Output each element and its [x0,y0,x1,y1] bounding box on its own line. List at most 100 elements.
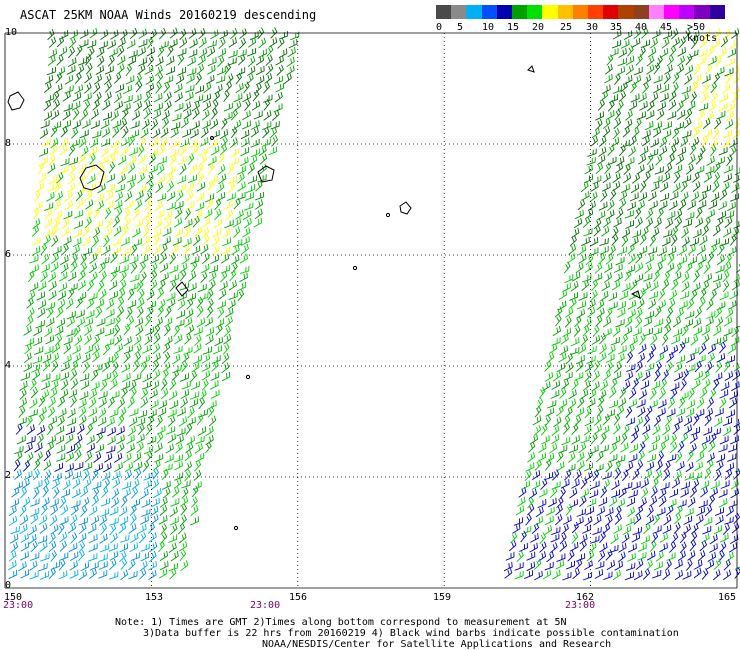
wind-barb [247,163,255,175]
wind-barb [273,75,283,85]
wind-barb [41,497,50,508]
wind-barb [690,91,698,104]
wind-barb [625,406,633,418]
wind-barb [61,226,70,238]
wind-barb [124,191,133,203]
wind-barb [261,138,271,147]
wind-barb [580,488,589,499]
legend-swatch [557,5,574,19]
wind-barb [734,167,740,176]
wind-barb [625,417,635,426]
wind-barb [542,569,552,580]
wind-barb [701,135,709,148]
wind-barb [196,305,204,318]
wind-barb [592,526,602,536]
wind-barb [186,190,194,202]
wind-barb [154,201,163,212]
wind-barb [197,426,207,436]
lat-tick-4: 4 [5,360,12,371]
wind-barb [630,183,640,194]
wind-barb [609,443,618,455]
wind-barb [180,117,189,129]
wind-barb [674,570,683,581]
wind-barb [180,397,188,409]
legend-swatch [481,5,498,19]
wind-barb [207,57,217,67]
wind-barb [130,129,140,139]
wind-barb [180,389,190,399]
wind-barb [48,154,56,166]
wind-barb [717,243,725,256]
wind-barb [733,221,740,229]
wind-barb [537,551,547,562]
wind-barb [167,534,178,543]
wind-barb [712,325,722,337]
wind-barb [109,517,119,526]
wind-barb [612,85,622,94]
wind-barb [230,137,238,149]
wind-barb [582,216,591,228]
wind-barb [719,389,729,399]
wind-barb [62,236,72,246]
wind-barb [667,253,675,266]
wind-barb [645,254,654,265]
wind-barb [551,425,560,436]
wind-barb [623,326,633,336]
wind-barb [92,82,101,95]
wind-barb [645,405,653,418]
wind-barb [702,118,711,130]
wind-barb [275,82,285,93]
wind-barb [197,162,204,175]
wind-barb [152,369,161,381]
wind-barb [716,110,726,120]
wind-barb [80,146,89,157]
wind-barb [81,119,91,129]
wind-barb [566,463,576,473]
wind-barb [145,74,154,85]
wind-barb [38,395,46,408]
wind-barb [617,246,627,256]
wind-barb [181,480,191,489]
wind-barb [537,452,547,462]
wind-barb [569,499,578,509]
wind-barb [540,423,548,436]
wind-barb [567,550,575,562]
wind-barb [107,55,115,67]
wind-barb [551,337,561,346]
wind-barb [62,91,71,102]
wind-barb [247,175,257,184]
wind-barb [700,91,709,103]
wind-barb [79,29,89,39]
wind-barb [690,37,698,50]
wind-barb [679,336,690,346]
wind-barb [589,247,599,257]
wind-barb [561,436,571,446]
wind-barb [593,424,602,435]
wind-barb [257,27,265,40]
time-label-west: 23:00 [3,600,34,611]
wind-barb [691,171,700,183]
wind-barb [18,405,26,418]
wind-barb [677,499,687,508]
wind-barb [575,355,585,365]
wind-barb [605,353,615,363]
wind-barb [660,92,669,103]
wind-barb [77,280,86,291]
wind-barb [654,305,662,318]
wind-barb [659,542,668,553]
wind-barb [148,153,157,165]
wind-barb [220,270,228,283]
wind-barb [671,225,679,238]
wind-barb [150,254,160,264]
wind-barb [99,155,109,165]
wind-barb [110,390,120,400]
wind-barb [683,117,692,129]
wind-barb [130,533,139,543]
wind-barb [78,415,87,426]
wind-barb [162,361,171,373]
wind-barb [723,316,733,327]
wind-barb [240,129,250,140]
wind-barb [599,343,607,355]
wind-barb [84,334,92,346]
wind-barb [116,426,125,436]
